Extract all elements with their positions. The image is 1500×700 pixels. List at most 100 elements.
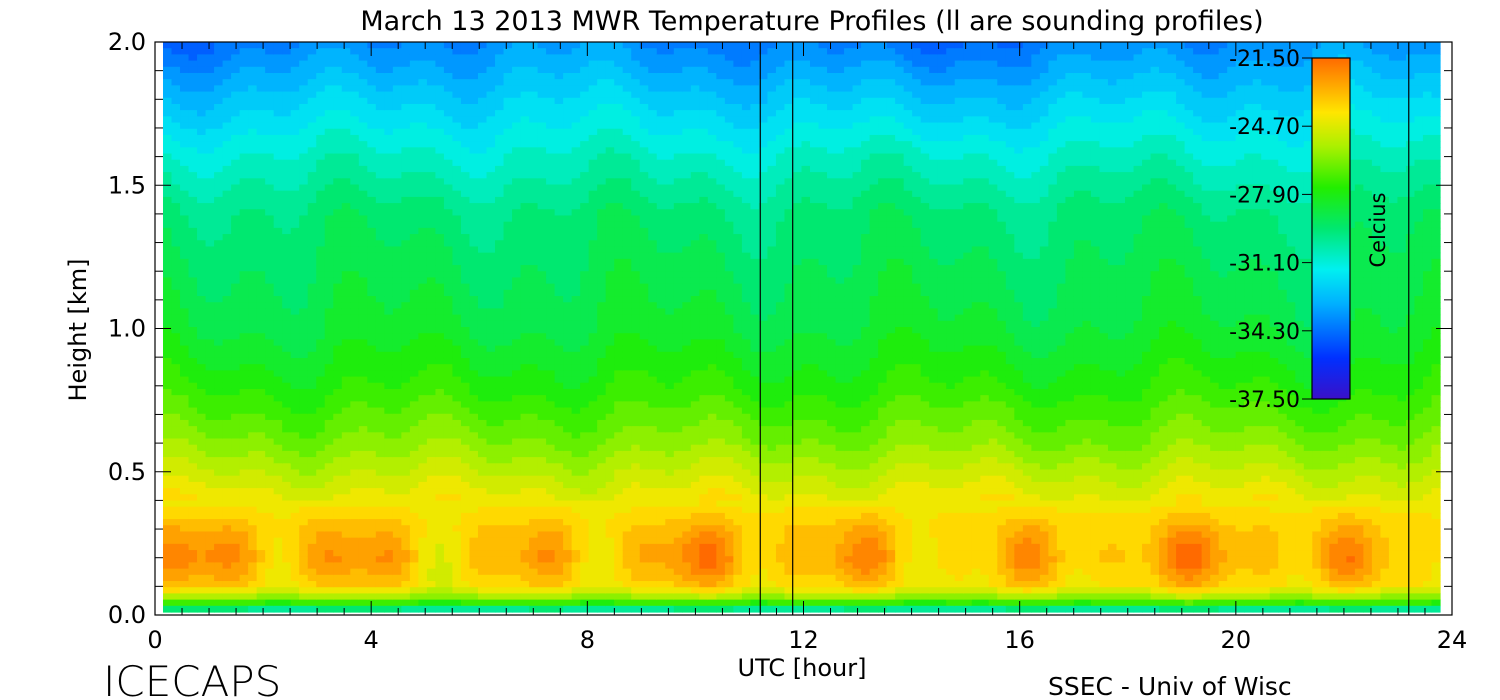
heatmap-cell: [180, 357, 190, 365]
heatmap-cell: [435, 116, 445, 124]
heatmap-cell: [460, 376, 471, 384]
heatmap-cell: [529, 457, 539, 464]
heatmap-cell: [188, 506, 198, 514]
heatmap-cell: [486, 190, 496, 198]
heatmap-cell: [426, 302, 437, 310]
heatmap-cell: [222, 246, 232, 254]
heatmap-cell: [503, 258, 513, 266]
heatmap-cell: [597, 134, 607, 142]
heatmap-cell: [299, 265, 309, 272]
heatmap-cell: [171, 122, 181, 130]
heatmap-cell: [529, 79, 539, 86]
heatmap-cell: [452, 581, 462, 588]
heatmap-cell: [324, 494, 334, 502]
heatmap-cell: [503, 370, 513, 378]
heatmap-cell: [358, 165, 368, 173]
heatmap-cell: [307, 574, 317, 582]
heatmap-cell: [435, 265, 445, 272]
heatmap-cell: [333, 97, 343, 105]
heatmap-cell: [529, 60, 539, 68]
heatmap-cell: [214, 395, 224, 402]
heatmap-cell: [290, 153, 300, 161]
heatmap-cell: [486, 66, 496, 74]
heatmap-cell: [214, 320, 224, 328]
heatmap-cell: [460, 128, 471, 136]
heatmap-cell: [460, 351, 471, 359]
heatmap-cell: [324, 512, 334, 520]
heatmap-cell: [392, 234, 402, 241]
heatmap-cell: [307, 351, 317, 359]
heatmap-cell: [554, 376, 564, 384]
heatmap-cell: [546, 481, 556, 489]
heatmap-cell: [231, 562, 241, 570]
heatmap-cell: [384, 432, 394, 440]
heatmap-cell: [597, 289, 607, 297]
heatmap-cell: [214, 568, 224, 576]
heatmap-cell: [546, 184, 556, 192]
heatmap-cell: [401, 42, 411, 49]
heatmap-cell: [375, 147, 385, 155]
heatmap-cell: [443, 265, 454, 272]
heatmap-cell: [435, 339, 445, 347]
heatmap-cell: [197, 165, 207, 173]
heatmap-cell: [477, 85, 488, 93]
heatmap-cell: [205, 314, 215, 322]
heatmap-cell: [580, 134, 590, 142]
heatmap-cell: [222, 593, 232, 601]
heatmap-cell: [588, 221, 598, 229]
heatmap-cell: [392, 265, 402, 272]
heatmap-cell: [392, 550, 402, 557]
heatmap-cell: [409, 302, 419, 310]
heatmap-cell: [222, 339, 232, 347]
heatmap-cell: [350, 401, 360, 409]
heatmap-cell: [358, 463, 368, 471]
heatmap-cell: [367, 444, 377, 452]
heatmap-cell: [214, 450, 224, 458]
heatmap-cell: [443, 519, 454, 526]
heatmap-cell: [452, 221, 462, 229]
heatmap-cell: [350, 196, 360, 204]
heatmap-cell: [477, 48, 488, 55]
heatmap-cell: [307, 556, 317, 564]
heatmap-cell: [443, 283, 454, 291]
heatmap-cell: [358, 227, 368, 235]
heatmap-cell: [333, 388, 343, 396]
heatmap-cell: [580, 481, 590, 489]
heatmap-cell: [367, 54, 377, 62]
heatmap-cell: [554, 531, 564, 539]
heatmap-cell: [222, 605, 232, 613]
heatmap-cell: [529, 116, 539, 124]
heatmap-cell: [588, 395, 598, 402]
heatmap-cell: [443, 147, 454, 155]
heatmap-cell: [435, 66, 445, 74]
heatmap-cell: [563, 296, 573, 303]
heatmap-cell: [529, 370, 539, 378]
heatmap-cell: [460, 320, 471, 328]
heatmap-cell: [418, 320, 428, 328]
heatmap-cell: [588, 339, 598, 347]
heatmap-cell: [273, 221, 283, 229]
heatmap-cell: [605, 556, 615, 564]
heatmap-cell: [571, 432, 581, 440]
heatmap-cell: [273, 450, 283, 458]
heatmap-cell: [367, 525, 377, 533]
heatmap-cell: [520, 357, 530, 365]
heatmap-cell: [503, 190, 513, 198]
heatmap-cell: [214, 271, 224, 279]
heatmap-cell: [214, 351, 224, 359]
heatmap-cell: [452, 203, 462, 210]
heatmap-cell: [163, 147, 173, 155]
heatmap-cell: [588, 469, 598, 477]
heatmap-cell: [171, 357, 181, 365]
heatmap-cell: [307, 506, 317, 514]
heatmap-cell: [307, 296, 317, 303]
heatmap-cell: [273, 351, 283, 359]
heatmap-cell: [299, 395, 309, 402]
heatmap-cell: [503, 85, 513, 93]
heatmap-cell: [503, 215, 513, 223]
heatmap-cell: [248, 488, 258, 495]
heatmap-cell: [537, 271, 547, 279]
heatmap-cell: [477, 457, 488, 464]
heatmap-cell: [256, 215, 266, 223]
heatmap-cell: [333, 209, 343, 217]
